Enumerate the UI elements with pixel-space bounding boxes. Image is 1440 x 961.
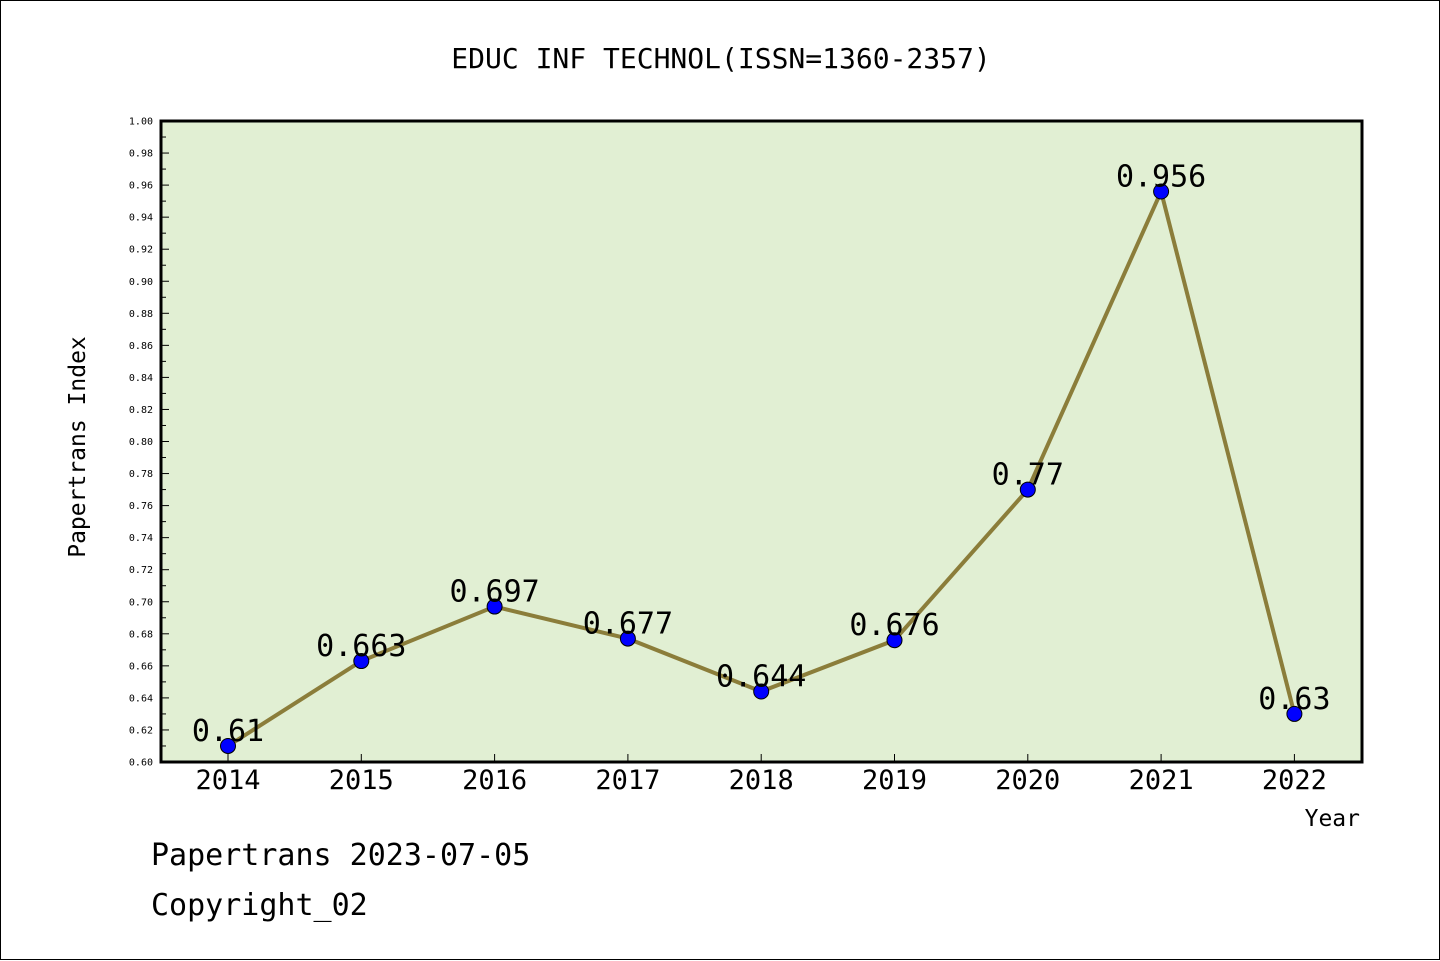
y-tick-label: 0.92 [129, 245, 153, 256]
x-tick-label: 2020 [995, 765, 1060, 796]
x-tick-label: 2019 [862, 765, 927, 796]
y-tick-label: 0.62 [129, 725, 153, 736]
x-axis: 2014 2015 2016 2017 2018 2019 2020 2021 2022 [195, 754, 1327, 796]
x-tick-label: 2017 [595, 765, 660, 796]
y-tick-label: 0.74 [129, 533, 153, 544]
y-tick-label: 0.60 [129, 758, 153, 769]
data-label: 0.663 [316, 629, 406, 664]
data-point [486, 598, 503, 615]
y-tick-label: 0.98 [129, 149, 153, 160]
x-tick-label: 2015 [329, 765, 394, 796]
x-tick-label: 2022 [1262, 765, 1327, 796]
y-tick-label: 0.80 [129, 437, 153, 448]
x-tick-label: 2021 [1129, 765, 1194, 796]
y-tick-label: 0.82 [129, 405, 153, 416]
y-tick-label: 0.96 [129, 181, 153, 192]
source-text: Papertrans 2023-07-05 [151, 838, 530, 873]
y-tick-label: 0.66 [129, 661, 153, 672]
data-point [619, 630, 636, 647]
y-tick-label: 0.76 [129, 501, 153, 512]
chart-title: EDUC INF TECHNOL(ISSN=1360-2357) [451, 42, 990, 75]
data-point [753, 683, 770, 700]
y-tick-label: 1.00 [129, 117, 153, 128]
x-tick-label: 2016 [462, 765, 527, 796]
data-label: 0.677 [583, 607, 673, 642]
data-label: 0.63 [1258, 682, 1330, 717]
y-tick-label: 0.88 [129, 309, 153, 320]
y-tick-label: 0.72 [129, 565, 153, 576]
y-tick-label: 0.86 [129, 341, 153, 352]
y-axis-label: Papertrans Index [65, 336, 91, 558]
data-point [1019, 481, 1036, 498]
data-label: 0.77 [992, 458, 1064, 493]
series-layer: 0.61 0.663 0.697 0.677 0.644 0.676 0.77 0.956 0.… [192, 160, 1331, 754]
x-tick-label: 2018 [729, 765, 794, 796]
data-point [1153, 183, 1170, 200]
y-tick-label: 0.90 [129, 277, 153, 288]
data-label: 0.61 [192, 714, 264, 749]
plot-border [159, 119, 1364, 764]
x-axis-label: Year [1305, 806, 1360, 832]
y-tick-label: 0.70 [129, 597, 153, 608]
data-point [886, 632, 903, 649]
x-tick-label: 2014 [195, 765, 260, 796]
data-point [220, 737, 236, 754]
y-tick-label: 0.84 [129, 373, 153, 384]
data-label: 0.697 [449, 575, 539, 610]
data-label: 0.644 [716, 659, 806, 694]
data-point [1286, 705, 1303, 722]
copyright-text: Copyright_02 [151, 888, 368, 923]
data-point [353, 653, 370, 670]
data-label: 0.956 [1116, 160, 1206, 195]
y-tick-label: 0.68 [129, 629, 153, 640]
y-tick-label: 0.94 [129, 213, 153, 224]
data-label: 0.676 [849, 608, 939, 643]
y-tick-label: 0.64 [129, 693, 153, 704]
y-tick-label: 0.78 [129, 469, 153, 480]
